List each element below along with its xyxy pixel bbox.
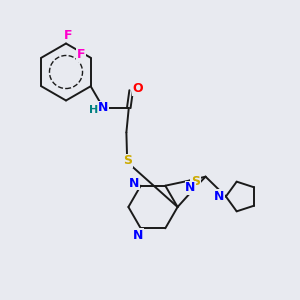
Text: H: H	[89, 105, 98, 115]
Text: N: N	[98, 101, 109, 114]
Text: N: N	[129, 177, 139, 190]
Text: N: N	[133, 229, 143, 242]
Text: F: F	[64, 28, 73, 42]
Text: F: F	[77, 48, 85, 61]
Text: N: N	[214, 190, 224, 203]
Text: S: S	[191, 175, 200, 188]
Text: N: N	[185, 181, 196, 194]
Text: O: O	[133, 82, 143, 95]
Text: S: S	[123, 154, 132, 167]
